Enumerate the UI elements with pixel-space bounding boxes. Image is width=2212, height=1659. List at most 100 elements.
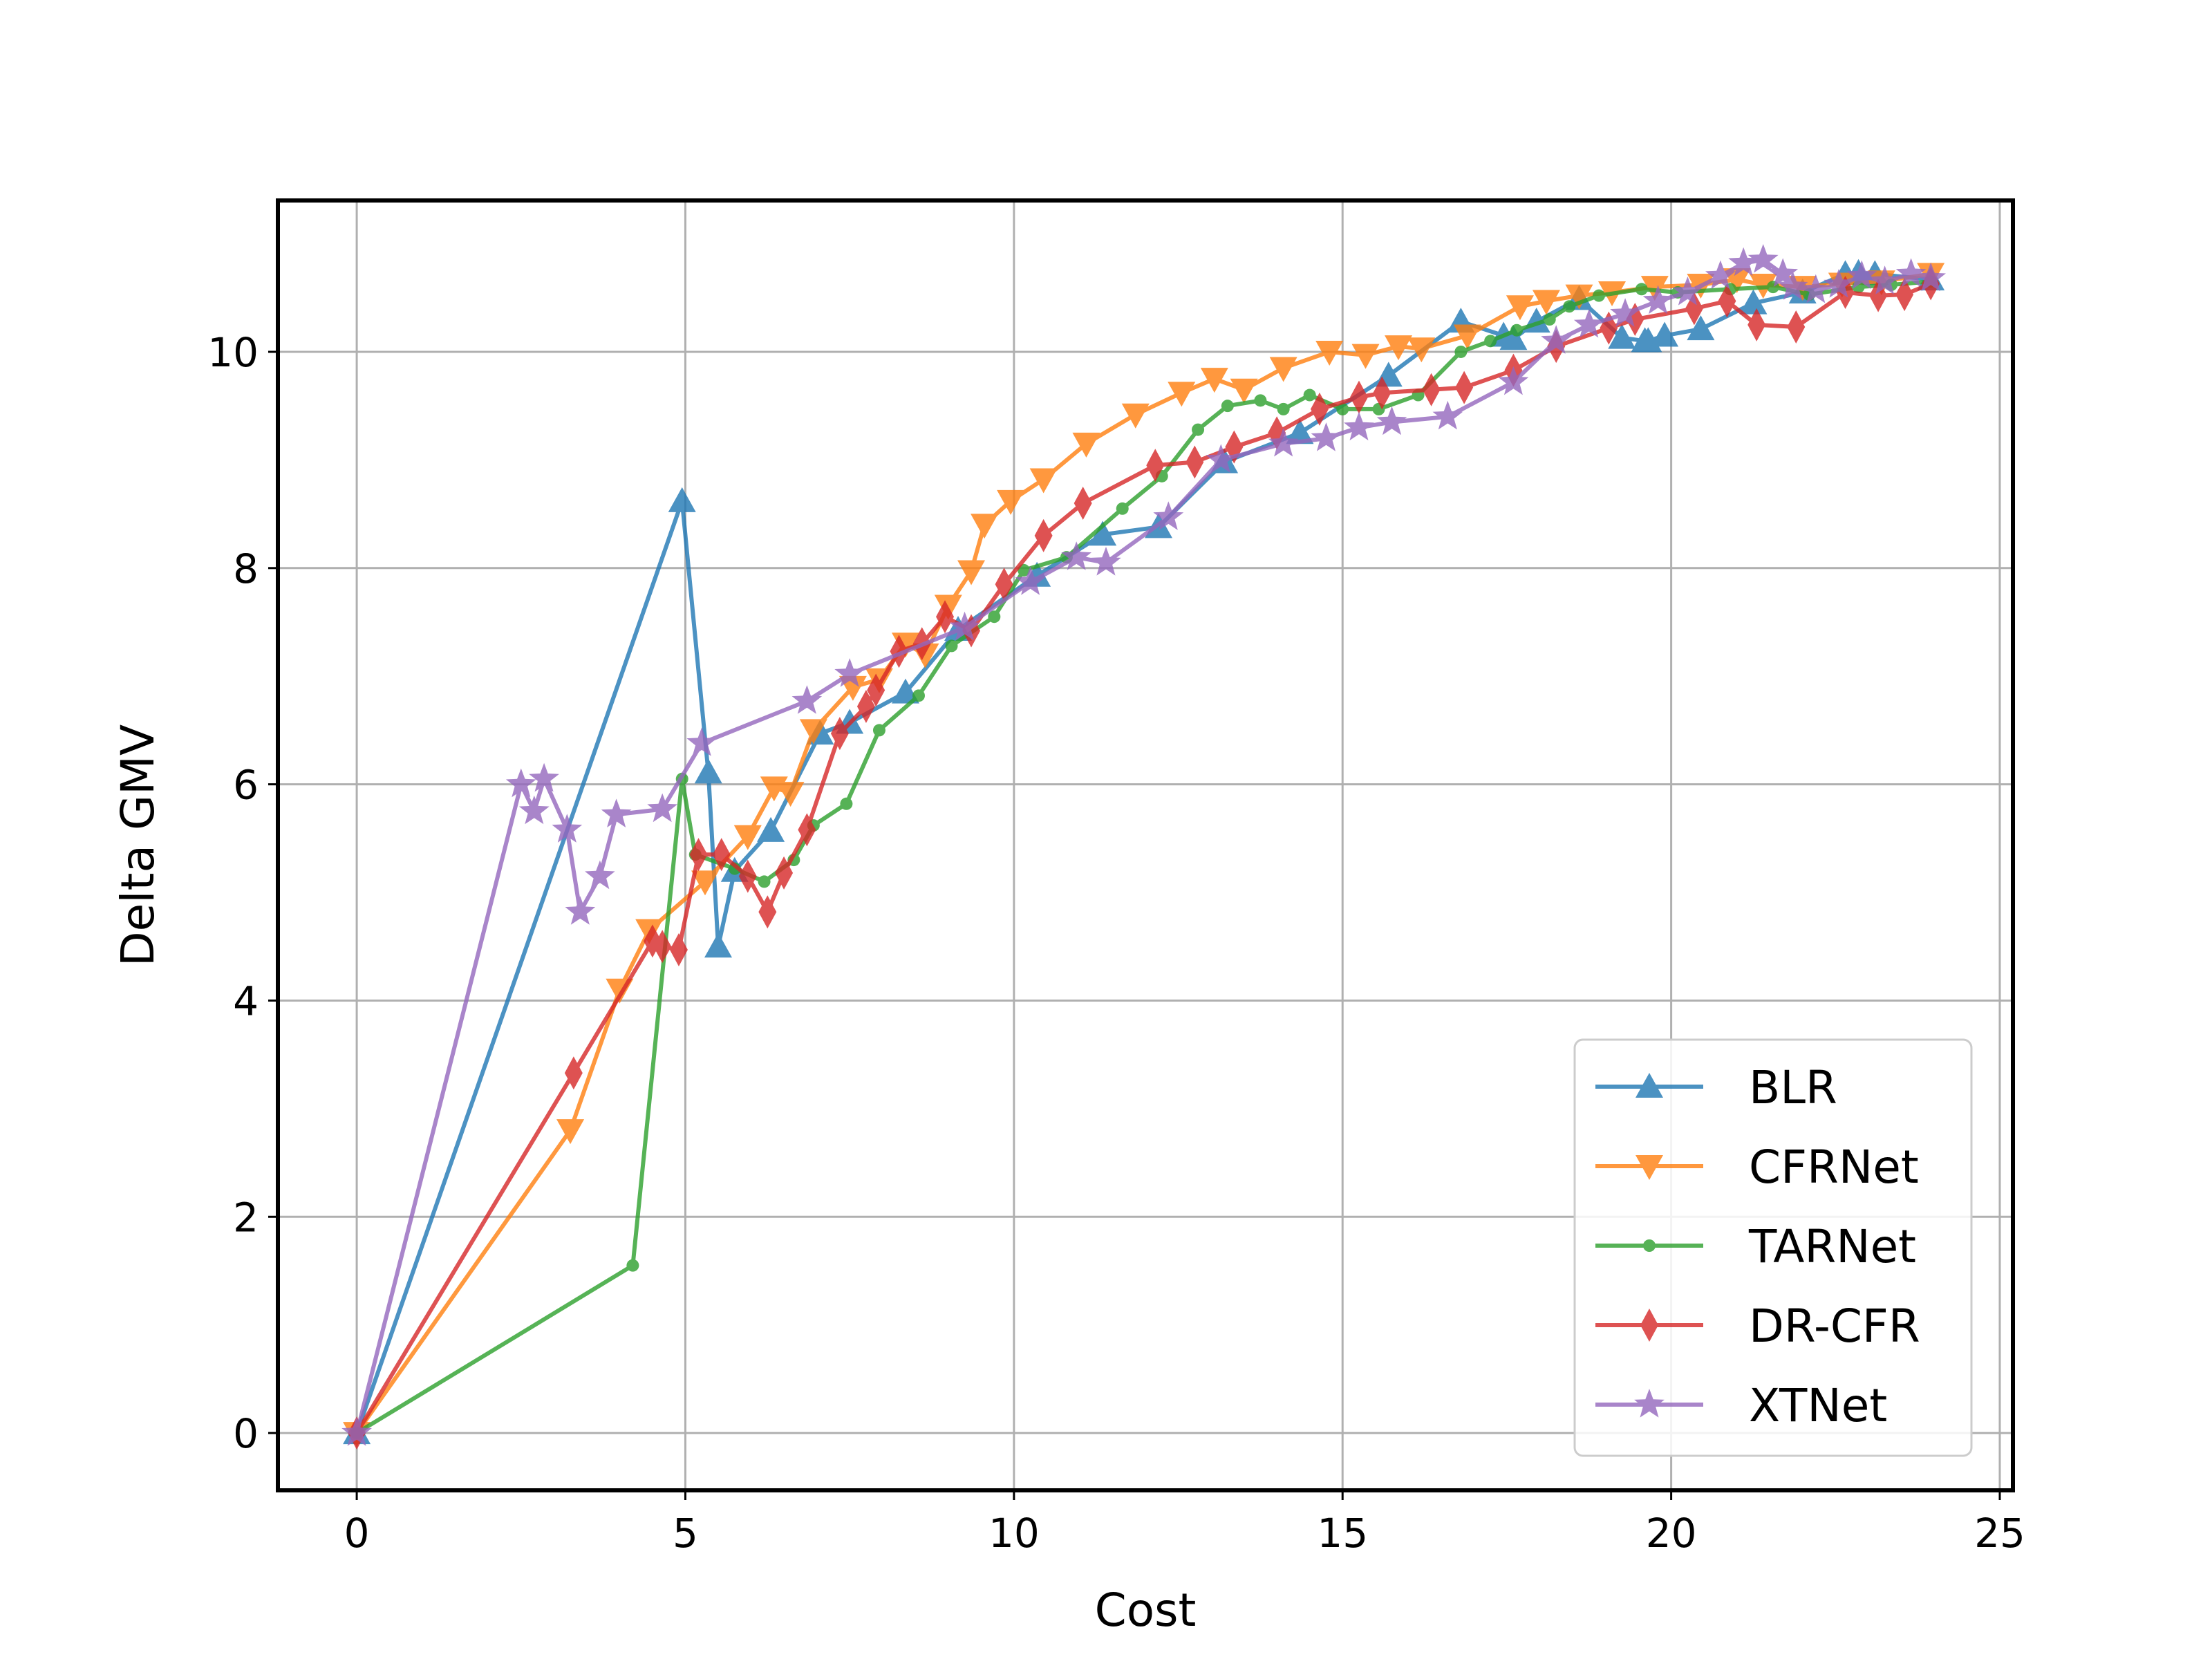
data-point — [1268, 427, 1299, 457]
y-tick-label: 4 — [233, 977, 259, 1024]
data-point — [1168, 382, 1196, 407]
legend: BLR CFRNet TARNet DR-CFR XTNet — [1573, 1038, 1973, 1457]
data-point — [1376, 406, 1407, 435]
data-point — [704, 932, 733, 958]
data-point — [556, 1119, 585, 1145]
data-point — [1153, 501, 1184, 530]
data-point — [1074, 486, 1092, 520]
data-point — [518, 795, 550, 825]
data-point — [798, 813, 816, 847]
legend-entry — [1595, 1309, 1703, 1342]
data-point — [995, 568, 1013, 601]
data-point — [945, 639, 958, 653]
data-point — [872, 724, 885, 737]
legend-label: BLR — [1749, 1061, 1837, 1114]
data-point — [834, 658, 865, 687]
data-point — [1344, 411, 1374, 441]
data-point — [1454, 345, 1468, 358]
data-point — [585, 860, 615, 890]
ticks: 0 5 10 15 20 25 0 2 4 6 8 10 — [207, 329, 2025, 1557]
data-point — [601, 798, 632, 827]
data-point — [1061, 541, 1091, 570]
data-point — [505, 768, 536, 798]
data-point — [997, 489, 1025, 515]
data-point — [1787, 310, 1806, 344]
legend-swatch-marker — [1635, 1155, 1663, 1180]
legend-box — [1573, 1038, 1973, 1457]
data-point — [1728, 247, 1759, 276]
data-point — [1800, 274, 1831, 303]
x-axis-label: Cost — [1095, 1584, 1197, 1637]
data-point — [1303, 388, 1316, 402]
data-point — [1895, 258, 1927, 287]
plot-frame — [276, 198, 2015, 1492]
data-point — [891, 678, 919, 704]
y-tick-label: 10 — [207, 329, 259, 376]
data-point — [1230, 378, 1258, 404]
legend-entry — [1595, 1155, 1703, 1180]
y-tick-label: 6 — [233, 762, 259, 809]
data-point — [1484, 335, 1497, 348]
data-point — [626, 1259, 639, 1272]
data-point — [1200, 368, 1228, 393]
data-point — [1018, 563, 1031, 577]
data-point — [1311, 422, 1342, 451]
data-point — [1015, 566, 1046, 595]
data-point — [1254, 394, 1267, 407]
data-point — [1221, 400, 1234, 413]
y-axis-label: Delta GMV — [111, 724, 165, 966]
data-point — [912, 689, 925, 702]
data-point — [1739, 289, 1768, 315]
data-point — [1593, 289, 1606, 302]
data-point — [1385, 335, 1413, 361]
data-point — [1541, 325, 1572, 354]
data-point — [686, 727, 718, 756]
legend-entry — [1595, 1239, 1703, 1252]
data-point — [1824, 269, 1854, 298]
data-point — [1498, 366, 1529, 395]
data-point — [1565, 284, 1593, 310]
x-tick-label: 25 — [1974, 1510, 2025, 1557]
data-point — [341, 1417, 372, 1446]
data-point — [1373, 376, 1391, 410]
data-point — [1563, 300, 1576, 313]
data-point — [1121, 403, 1150, 429]
data-point — [949, 611, 980, 641]
y-tick-label: 2 — [233, 1194, 259, 1241]
grid — [278, 200, 2013, 1490]
data-point — [1407, 337, 1436, 363]
data-point — [856, 690, 875, 724]
data-point — [1747, 308, 1766, 341]
x-tick-label: 10 — [988, 1510, 1040, 1557]
data-point — [689, 838, 708, 872]
data-point — [1185, 445, 1204, 479]
data-point — [1895, 278, 1914, 312]
data-point — [1286, 419, 1314, 444]
y-tick-label: 0 — [233, 1410, 259, 1457]
data-point — [1192, 423, 1205, 436]
data-point — [1610, 298, 1640, 327]
legend-label: TARNet — [1748, 1220, 1916, 1273]
data-point — [776, 782, 805, 807]
data-point — [552, 814, 583, 843]
series-xtnet — [341, 244, 1946, 1446]
data-point — [1146, 449, 1165, 482]
legend-swatch-marker — [1640, 1309, 1658, 1342]
data-point — [1687, 315, 1715, 341]
data-point — [564, 1056, 583, 1090]
legend-label: XTNet — [1749, 1379, 1887, 1432]
data-point — [1543, 313, 1556, 326]
data-point — [1029, 468, 1058, 494]
data-point — [1336, 402, 1349, 415]
data-point — [1432, 400, 1463, 430]
data-point — [1206, 444, 1237, 473]
data-point — [1651, 321, 1679, 347]
data-point — [988, 610, 1001, 624]
data-point — [653, 930, 672, 964]
data-point — [1034, 518, 1053, 552]
data-point — [830, 717, 849, 751]
data-point — [1777, 271, 1808, 300]
data-point — [647, 793, 678, 823]
data-point — [1672, 276, 1703, 306]
